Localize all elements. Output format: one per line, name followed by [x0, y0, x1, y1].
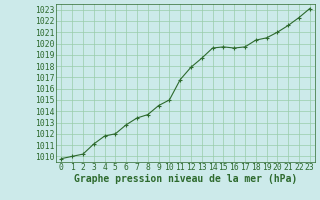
X-axis label: Graphe pression niveau de la mer (hPa): Graphe pression niveau de la mer (hPa)	[74, 174, 297, 184]
